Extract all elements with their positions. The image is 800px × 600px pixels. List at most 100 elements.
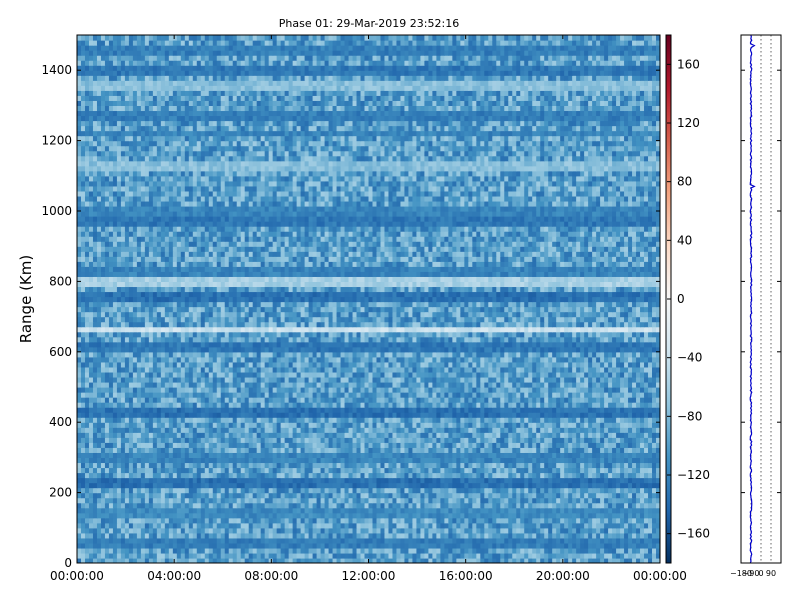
heatmap-cell: [596, 462, 601, 469]
heatmap-cell: [516, 402, 521, 408]
heatmap-cell: [136, 457, 142, 464]
heatmap-cell: [356, 437, 362, 443]
heatmap-cell: [188, 387, 194, 393]
heatmap-cell: [260, 502, 266, 509]
heatmap-cell: [140, 507, 146, 514]
heatmap-cell: [344, 457, 350, 464]
heatmap-cell: [276, 402, 282, 408]
heatmap-cell: [260, 497, 266, 504]
heatmap-cell: [488, 532, 493, 539]
heatmap-cell: [160, 407, 166, 413]
heatmap-cell: [576, 507, 581, 514]
heatmap-cell: [548, 482, 553, 489]
heatmap-cell: [268, 502, 274, 509]
heatmap-cell: [480, 527, 485, 534]
heatmap-cell: [296, 477, 302, 484]
heatmap-cell: [616, 477, 621, 484]
heatmap-cell: [132, 397, 138, 403]
heatmap-cell: [464, 527, 469, 534]
heatmap-cell: [136, 472, 142, 479]
heatmap-cell: [480, 492, 485, 499]
heatmap-cell: [428, 402, 433, 408]
heatmap-cell: [400, 542, 406, 549]
heatmap-cell: [388, 502, 394, 509]
heatmap-cell: [356, 497, 362, 504]
heatmap-cell: [360, 462, 366, 469]
heatmap-cell: [592, 447, 597, 453]
heatmap-cell: [176, 397, 182, 403]
heatmap-cell: [192, 432, 198, 438]
heatmap-cell: [292, 447, 298, 453]
heatmap-cell: [108, 442, 114, 448]
heatmap-cell: [188, 447, 194, 453]
heatmap-cell: [80, 547, 86, 554]
heatmap-cell: [268, 512, 274, 519]
heatmap-cell: [124, 457, 130, 464]
heatmap-cell: [77, 517, 82, 524]
heatmap-cell: [236, 417, 242, 423]
heatmap-cell: [196, 462, 202, 469]
heatmap-cell: [520, 417, 525, 423]
heatmap-cell: [612, 407, 617, 413]
heatmap-cell: [648, 537, 653, 544]
heatmap-cell: [296, 487, 302, 494]
heatmap-cell: [168, 452, 174, 458]
heatmap-cell: [636, 517, 641, 524]
heatmap-cell: [140, 447, 146, 453]
heatmap-cell: [560, 417, 565, 423]
heatmap-cell: [240, 457, 246, 464]
heatmap-cell: [292, 547, 298, 554]
heatmap-cell: [128, 467, 134, 474]
heatmap-cell: [616, 482, 621, 489]
heatmap-cell: [592, 437, 597, 443]
heatmap-cell: [152, 402, 158, 408]
heatmap-cell: [312, 472, 318, 479]
heatmap-cell: [560, 502, 565, 509]
heatmap-cell: [360, 512, 366, 519]
heatmap-cell: [176, 442, 182, 448]
heatmap-cell: [312, 482, 318, 489]
heatmap-cell: [404, 537, 410, 544]
heatmap-cell: [80, 422, 86, 428]
heatmap-cell: [124, 522, 130, 529]
heatmap-cell: [600, 452, 605, 458]
heatmap-cell: [356, 487, 362, 494]
heatmap-cell: [344, 407, 350, 413]
heatmap-cell: [160, 542, 166, 549]
heatmap-cell: [168, 412, 174, 418]
heatmap-cell: [612, 412, 617, 418]
heatmap-cell: [336, 557, 342, 563]
heatmap-cell: [228, 397, 234, 403]
heatmap-cell: [452, 442, 457, 448]
heatmap-cell: [116, 402, 122, 408]
heatmap-cell: [424, 542, 429, 549]
heatmap-cell: [472, 502, 477, 509]
heatmap-cell: [500, 552, 505, 559]
heatmap-cell: [648, 417, 653, 423]
heatmap-cell: [144, 502, 150, 509]
heatmap-cell: [196, 552, 202, 559]
heatmap-cell: [576, 432, 581, 438]
heatmap-cell: [648, 392, 653, 398]
heatmap-cell: [160, 417, 166, 423]
heatmap-cell: [632, 542, 637, 549]
heatmap-cell: [236, 552, 242, 559]
heatmap-cell: [112, 402, 118, 408]
heatmap-cell: [252, 462, 258, 469]
heatmap-cell: [168, 557, 174, 563]
heatmap-cell: [416, 427, 422, 433]
heatmap-cell: [412, 497, 418, 504]
heatmap-cell: [552, 442, 557, 448]
heatmap-cell: [304, 522, 310, 529]
heatmap-cell: [488, 487, 493, 494]
heatmap-cell: [276, 552, 282, 559]
heatmap-cell: [220, 487, 226, 494]
heatmap-cell: [560, 527, 565, 534]
heatmap-cell: [280, 437, 286, 443]
heatmap-cell: [616, 487, 621, 494]
heatmap-cell: [616, 422, 621, 428]
heatmap-cell: [272, 452, 278, 458]
heatmap-cell: [244, 487, 250, 494]
heatmap-cell: [600, 472, 605, 479]
heatmap-cell: [340, 427, 346, 433]
